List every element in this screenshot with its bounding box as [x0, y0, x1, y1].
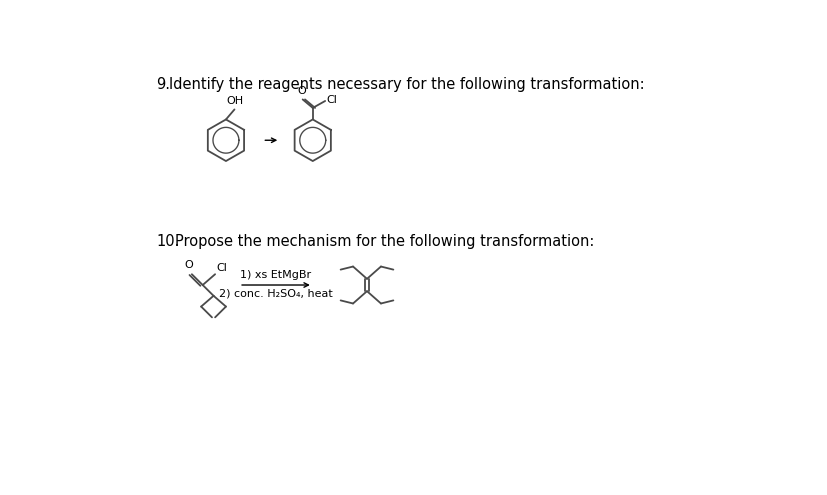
Text: 2) conc. H₂SO₄, heat: 2) conc. H₂SO₄, heat: [219, 288, 332, 298]
Text: O: O: [297, 86, 306, 96]
Text: Cl: Cl: [217, 263, 227, 273]
Text: OH: OH: [227, 96, 243, 105]
Text: 1) xs EtMgBr: 1) xs EtMgBr: [240, 270, 311, 280]
Text: Propose the mechanism for the following transformation:: Propose the mechanism for the following …: [174, 234, 594, 249]
Text: 10.: 10.: [156, 234, 179, 249]
Text: Cl: Cl: [327, 95, 337, 105]
Text: 9.: 9.: [156, 77, 170, 92]
Text: O: O: [184, 260, 193, 270]
Text: Identify the reagents necessary for the following transformation:: Identify the reagents necessary for the …: [170, 77, 644, 92]
